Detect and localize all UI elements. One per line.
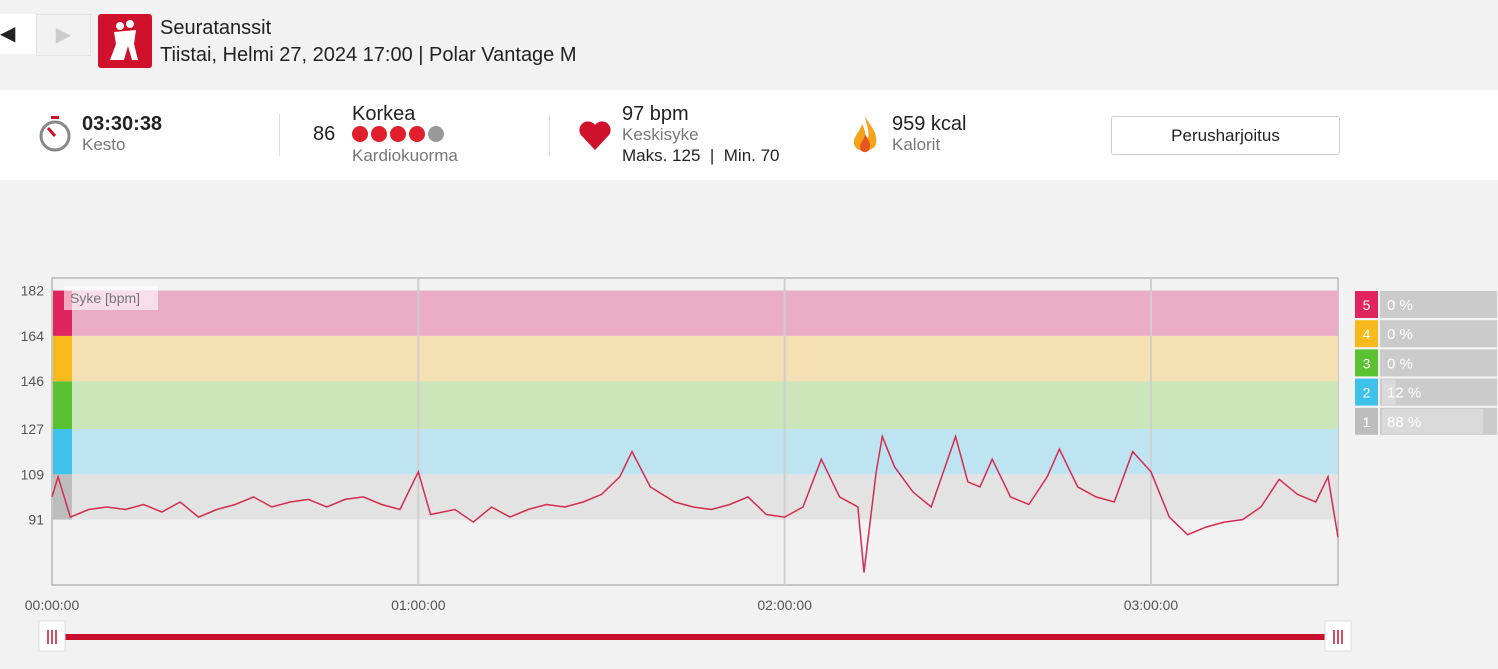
zone-bar-bg — [1380, 291, 1497, 318]
divider — [279, 114, 280, 156]
load-dot — [390, 126, 406, 142]
y-tick-label: 91 — [28, 512, 44, 528]
zone-strip — [53, 428, 72, 475]
zone-percent: 12 % — [1387, 385, 1421, 402]
zone-number-box — [1355, 291, 1378, 318]
forward-button[interactable]: ▶ — [36, 14, 91, 56]
flame-icon — [853, 116, 877, 153]
y-tick-label: 109 — [21, 466, 45, 482]
zone-number-box — [1355, 378, 1378, 406]
calories-label: Kalorit — [892, 135, 941, 154]
back-button[interactable]: ◀ — [0, 14, 36, 54]
zone-band — [53, 474, 1338, 520]
hr-range: Maks. 125 | Min. 70 — [622, 146, 780, 166]
load-dot — [409, 126, 425, 142]
zone-bar — [1382, 408, 1484, 434]
y-tick-label: 182 — [21, 283, 45, 299]
y-tick-label: 127 — [21, 421, 45, 437]
cardio-label: Kardiokuorma — [352, 146, 458, 165]
zone-percent: 0 % — [1387, 297, 1413, 314]
avg-hr: 97 bpm — [622, 103, 689, 125]
duration-label: Kesto — [82, 135, 126, 154]
cardio-level: Korkea — [352, 103, 416, 125]
x-tick-label: 01:00:00 — [391, 597, 446, 613]
y-tick-label: 164 — [21, 328, 45, 344]
zone-band — [53, 335, 1338, 382]
slider-handle[interactable] — [38, 620, 66, 652]
sport-icon — [98, 14, 152, 68]
zone-name: 5 — [1363, 297, 1371, 313]
slider-handle[interactable] — [1324, 620, 1352, 652]
x-tick-label: 02:00:00 — [757, 597, 812, 613]
hr-line — [51, 433, 1339, 573]
type-button[interactable]: Perusharjoitus — [1111, 116, 1340, 155]
x-tick-label: 00:00:00 — [25, 597, 80, 613]
divider — [549, 114, 550, 156]
zone-name: 1 — [1363, 414, 1371, 430]
zone-percent: 88 % — [1387, 414, 1421, 431]
y-label-box — [64, 286, 158, 310]
title: Seuratanssit — [160, 17, 272, 39]
stats-bar: 03:30:38 Kesto 86 Korkea Kardiokuorma 97… — [0, 90, 1498, 180]
load-dot — [428, 126, 444, 142]
hr-max: Maks. 125 — [622, 146, 701, 165]
avg-hr-label: Keskisyke — [622, 125, 699, 144]
cardio-load: 86 — [313, 123, 336, 145]
zone-name: 4 — [1363, 326, 1371, 342]
subtitle: Tiistai, Helmi 27, 2024 17:00 | Polar Va… — [160, 44, 577, 66]
zone-name: 2 — [1363, 385, 1371, 401]
heart-icon — [579, 121, 611, 150]
zone-bar-bg — [1380, 349, 1497, 377]
zone-bar-bg — [1380, 320, 1497, 348]
load-dot — [371, 126, 387, 142]
separator: | — [709, 146, 715, 165]
zone-band — [53, 381, 1338, 429]
hr-min: Min. 70 — [723, 146, 780, 165]
load-dot — [352, 126, 368, 142]
zone-strip — [53, 335, 72, 382]
y-label: Syke [bpm] — [70, 290, 140, 306]
cardio-dots — [352, 126, 444, 142]
zone-number-box — [1355, 349, 1378, 377]
zone-bar-bg — [1380, 378, 1497, 406]
zone-percent: 0 % — [1387, 355, 1413, 372]
y-tick-label: 146 — [21, 373, 45, 389]
stopwatch-icon — [39, 116, 71, 152]
zone-number-box — [1355, 320, 1378, 348]
calories: 959 kcal — [892, 113, 967, 135]
zone-bar — [1382, 379, 1396, 405]
zone-name: 3 — [1363, 355, 1371, 371]
zone-band — [53, 290, 1338, 336]
zone-strip — [53, 381, 72, 429]
zone-band — [53, 428, 1338, 475]
zone-percent: 0 % — [1387, 326, 1413, 343]
duration: 03:30:38 — [82, 113, 163, 135]
x-tick-label: 03:00:00 — [1124, 597, 1179, 613]
zone-number-box — [1355, 407, 1378, 435]
